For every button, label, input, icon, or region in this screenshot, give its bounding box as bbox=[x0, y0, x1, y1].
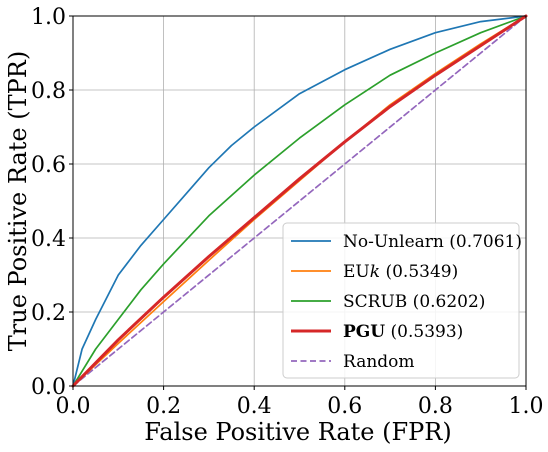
x-tick-label: 0.6 bbox=[327, 394, 362, 419]
x-tick-label: 0.4 bbox=[237, 394, 272, 419]
series-line-random bbox=[72, 15, 527, 387]
axis-ticks: 0.0 0.2 0.4 0.6 0.8 1.0 0.0 0.2 0.4 0.6 0.8 1.0 bbox=[31, 5, 544, 419]
series-line-scrub bbox=[72, 15, 527, 387]
y-tick-label: 0.4 bbox=[31, 227, 66, 252]
y-tick-label: 1.0 bbox=[31, 5, 66, 30]
series-line-pgu bbox=[71, 14, 528, 388]
y-tick-label: 0.0 bbox=[31, 375, 66, 400]
x-axis-title: False Positive Rate (FPR) bbox=[144, 418, 452, 446]
legend-label-eu: EUk (0.5349) bbox=[343, 262, 458, 282]
legend-series-auc: (0.7061) bbox=[444, 232, 522, 252]
x-tick-label: 0.2 bbox=[146, 394, 181, 419]
legend-series-name: No-Unlearn bbox=[343, 232, 444, 252]
legend-series-name: SCRUB bbox=[343, 292, 407, 312]
y-tick-label: 0.8 bbox=[31, 79, 66, 104]
series-lines bbox=[71, 14, 528, 388]
legend-label-scrub: SCRUB (0.6202) bbox=[343, 292, 485, 312]
legend-series-name: Random bbox=[343, 352, 415, 372]
legend-series-auc: (0.6202) bbox=[407, 292, 485, 312]
legend-series-auc: (0.5349) bbox=[380, 262, 458, 282]
legend-series-name: EU bbox=[343, 262, 370, 282]
legend-series-name: PGU bbox=[343, 322, 385, 342]
legend-box bbox=[282, 222, 520, 379]
legend-series-name-italic: k bbox=[370, 262, 380, 282]
legend-label-random: Random bbox=[343, 352, 415, 372]
y-tick-label: 0.6 bbox=[31, 153, 66, 178]
x-tick-label: 0.8 bbox=[418, 394, 453, 419]
legend: No-Unlearn (0.7061) EUk (0.5349) SCRUB (0.… bbox=[282, 222, 522, 379]
legend-series-auc: (0.5393) bbox=[385, 322, 463, 342]
plot-frame bbox=[72, 15, 527, 387]
y-axis-title: True Positive Rate (TPR) bbox=[4, 51, 32, 351]
x-tick-label: 0.0 bbox=[56, 394, 91, 419]
legend-label-no-unlearn: No-Unlearn (0.7061) bbox=[343, 232, 522, 252]
y-tick-label: 0.2 bbox=[31, 301, 66, 326]
x-tick-label: 1.0 bbox=[509, 394, 544, 419]
series-line-no-unlearn bbox=[72, 15, 527, 387]
legend-label-pgu: PGU (0.5393) bbox=[343, 322, 463, 342]
